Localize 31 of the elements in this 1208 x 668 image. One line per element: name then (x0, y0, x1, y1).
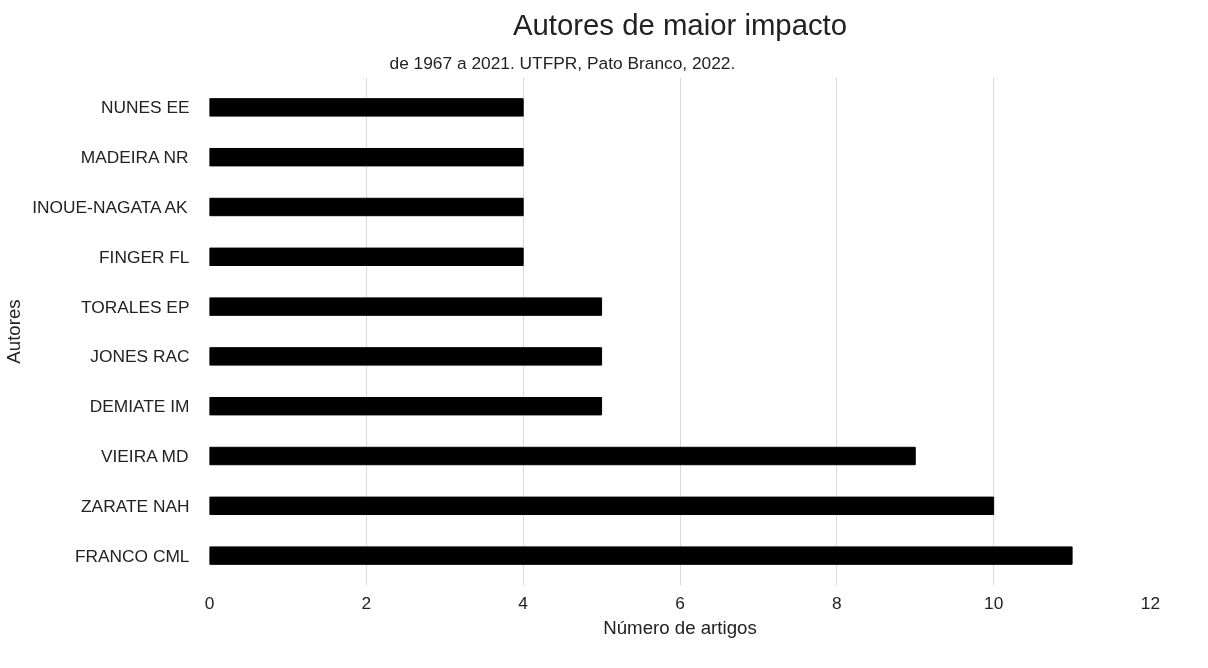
y-tick-label: VIEIRA MD (100, 446, 189, 467)
bar (209, 247, 524, 267)
bar (209, 147, 524, 167)
text: de 1967 a 2021. UTFPR, Pato Branco, 2022. (389, 52, 736, 73)
bar (209, 98, 524, 117)
bar (209, 297, 603, 316)
y-tick-label: FINGER FL (99, 246, 190, 267)
y-tick-label: DEMIATE IM (89, 396, 190, 417)
y-tick-label: NUNES EE (100, 97, 190, 118)
y-axis-title: Autores (3, 299, 25, 364)
x-tick-label: 2 (361, 592, 372, 613)
x-tick-label: 12 (1140, 592, 1161, 613)
y-tick-label: INOUE-NAGATA AK (32, 196, 189, 217)
y-tick-label: TORALES EP (81, 296, 190, 317)
chart-title: Autores de maior impacto (512, 7, 848, 41)
bar (209, 396, 603, 416)
bar (209, 347, 603, 366)
y-tick-label: FRANCO CML (74, 545, 190, 566)
bar (209, 446, 916, 466)
x-tick-label: 8 (832, 592, 842, 613)
y-tick-label: MADEIRA NR (80, 147, 189, 168)
x-axis-title: Número de artigos (603, 616, 757, 638)
bar (209, 496, 995, 516)
y-tick-label: JONES RAC (90, 346, 190, 367)
x-tick-label: 6 (675, 592, 685, 613)
bar (209, 197, 524, 217)
x-tick-label: 10 (984, 592, 1004, 613)
x-tick-label: 4 (518, 592, 529, 613)
bar (209, 546, 1073, 565)
x-tick-label: 0 (204, 592, 215, 613)
y-tick-label: ZARATE NAH (81, 495, 190, 516)
